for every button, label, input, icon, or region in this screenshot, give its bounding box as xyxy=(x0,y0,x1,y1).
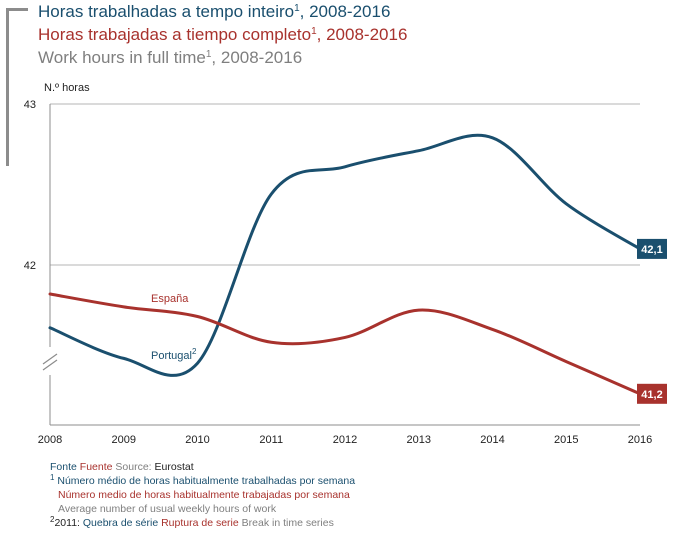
x-tick-label: 2012 xyxy=(333,434,357,446)
axis-break-mark xyxy=(42,359,58,371)
end-value-label: 41,2 xyxy=(641,389,662,401)
title-portuguese: Horas trabalhadas a tempo inteiro1, 2008… xyxy=(38,2,391,21)
series-line-espana xyxy=(48,292,642,396)
series-label-espana: España xyxy=(151,293,189,305)
x-tick-label: 2009 xyxy=(112,434,136,446)
series-label-portugal: Portugal2 xyxy=(151,347,197,362)
end-value-box xyxy=(637,383,667,404)
title-spanish: Horas trabajadas a tiempo completo1, 200… xyxy=(38,25,408,44)
x-tick-label: 2014 xyxy=(480,434,504,446)
footer-note2: 22011: Quebra de série Ruptura de serie … xyxy=(50,515,334,530)
x-tick-label: 2013 xyxy=(407,434,431,446)
x-tick-label: 2015 xyxy=(554,434,578,446)
footer-note1-spanish: Número medio de horas habitualmente trab… xyxy=(58,489,350,501)
x-tick-label: 2008 xyxy=(38,434,62,446)
x-tick-label: 2011 xyxy=(259,434,283,446)
y-tick-label: 43 xyxy=(24,99,36,111)
title-bracket-horizontal xyxy=(6,8,28,11)
footer-note1-english: Average number of usual weekly hours of … xyxy=(58,503,277,515)
footer-note1-portuguese: 1 Número médio de horas habitualmente tr… xyxy=(50,473,356,488)
y-tick-label: 42 xyxy=(24,260,36,272)
series-line-portugal xyxy=(48,133,642,377)
title-english: Work hours in full time1, 2008-2016 xyxy=(38,48,303,67)
line-chart: 43 42 2008 2009 2010 2011 2012 2013 2014 2015 2016… xyxy=(24,99,667,446)
end-value-box xyxy=(637,238,667,259)
title-bracket-vertical xyxy=(6,8,9,166)
y-axis-unit-label: N.º horas xyxy=(44,82,90,94)
x-tick-label: 2016 xyxy=(628,434,652,446)
axis-break-mark xyxy=(42,353,58,365)
footer-source: Fonte Fuente Source: Eurostat xyxy=(50,461,194,473)
x-tick-label: 2010 xyxy=(185,434,209,446)
end-value-label: 42,1 xyxy=(641,244,662,256)
